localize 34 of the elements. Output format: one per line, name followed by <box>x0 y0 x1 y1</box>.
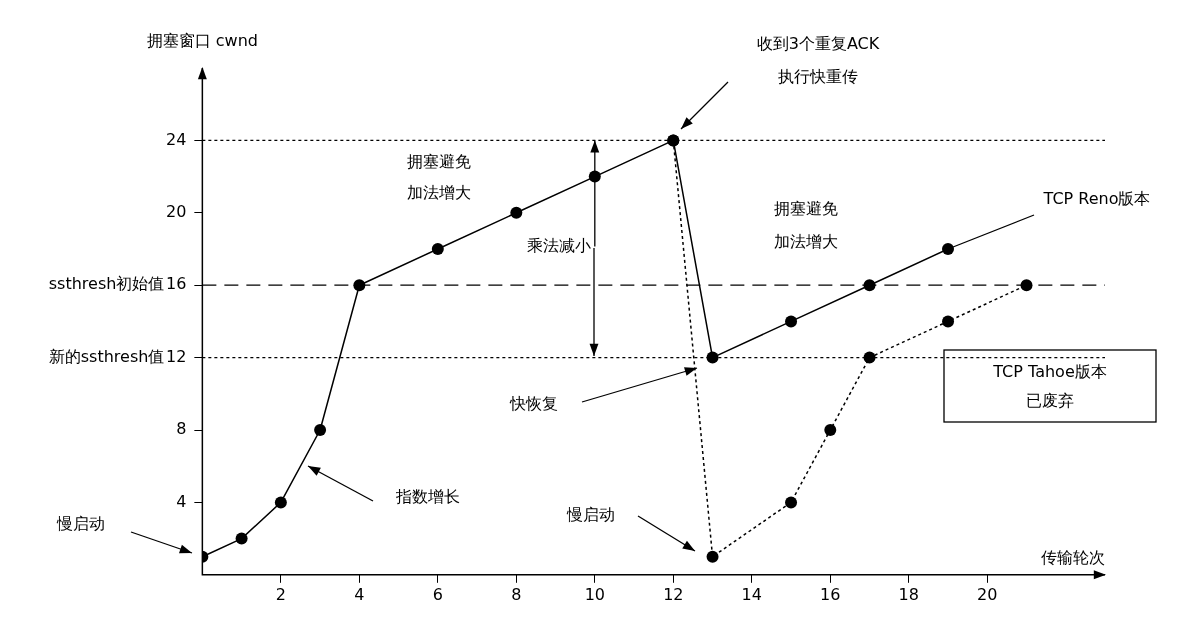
annotation: 加法增大 <box>407 183 471 203</box>
y-tick-label: 24 <box>166 129 187 149</box>
annotation: 慢启动 <box>566 505 615 525</box>
x-tick-label: 4 <box>354 584 365 604</box>
y-tick-label: 12 <box>166 346 187 366</box>
y-axis-title: 拥塞窗口 cwnd <box>146 31 258 51</box>
annotation: 乘法减小 <box>526 235 591 255</box>
ref-line-label: ssthresh初始值 <box>48 274 165 294</box>
x-tick-label: 20 <box>977 584 998 604</box>
x-tick-label: 6 <box>432 584 443 604</box>
annotation: 执行快重传 <box>778 67 858 87</box>
text: 收到3个重复ACK <box>756 34 880 54</box>
x-tick-label: 12 <box>663 584 684 604</box>
annotation: TCP Reno版本 <box>1042 189 1151 209</box>
x-tick-label: 14 <box>741 584 762 604</box>
x-tick-label: 8 <box>511 584 522 604</box>
annotation: 拥塞避免 <box>774 199 838 219</box>
y-tick-label: 16 <box>166 274 187 294</box>
annotation: 指数增长 <box>395 487 460 507</box>
annotation: 加法增大 <box>774 232 838 252</box>
annotation: TCP Tahoe版本 <box>992 362 1107 382</box>
annotation: 已废弃 <box>1026 391 1074 411</box>
x-tick-label: 18 <box>898 584 919 604</box>
annotation: 快恢复 <box>509 394 558 414</box>
y-tick-label: 8 <box>176 419 187 439</box>
annotation: 拥塞避免 <box>407 152 471 172</box>
text: 慢启动 <box>56 514 105 534</box>
ref-line-label: 新的ssthresh值 <box>48 346 165 366</box>
x-axis-title: 传输轮次 <box>1041 547 1105 567</box>
x-tick-label: 2 <box>275 584 286 604</box>
x-tick-label: 10 <box>584 584 605 604</box>
x-tick-label: 16 <box>820 584 841 604</box>
y-tick-label: 4 <box>176 491 187 511</box>
y-tick-label: 20 <box>166 201 187 221</box>
